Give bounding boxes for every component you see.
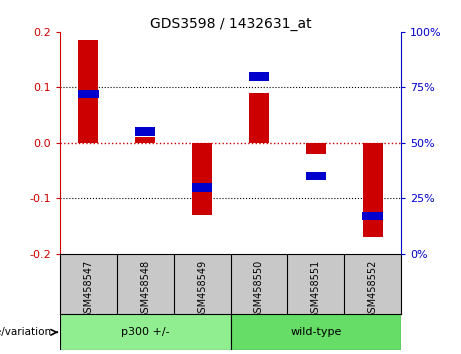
Bar — [135, 137, 155, 143]
Bar — [192, 183, 213, 192]
Bar — [306, 172, 326, 181]
Text: p300 +/-: p300 +/- — [121, 327, 170, 337]
Text: genotype/variation: genotype/variation — [0, 327, 52, 337]
Bar — [306, 143, 326, 154]
Text: GSM458552: GSM458552 — [367, 260, 378, 319]
Text: GSM458549: GSM458549 — [197, 260, 207, 319]
Bar — [60, 314, 230, 350]
Bar — [248, 72, 269, 81]
Bar — [249, 93, 269, 143]
Bar — [78, 90, 99, 98]
Text: GSM458548: GSM458548 — [140, 260, 150, 319]
Bar — [363, 143, 383, 237]
Text: GSM458551: GSM458551 — [311, 260, 321, 319]
Text: GSM458550: GSM458550 — [254, 260, 264, 319]
Bar — [135, 127, 155, 136]
Bar — [362, 212, 383, 221]
Text: GSM458547: GSM458547 — [83, 260, 94, 319]
Bar — [78, 40, 98, 143]
Bar — [230, 314, 401, 350]
Text: wild-type: wild-type — [290, 327, 342, 337]
Bar — [192, 143, 212, 215]
Title: GDS3598 / 1432631_at: GDS3598 / 1432631_at — [150, 17, 311, 31]
